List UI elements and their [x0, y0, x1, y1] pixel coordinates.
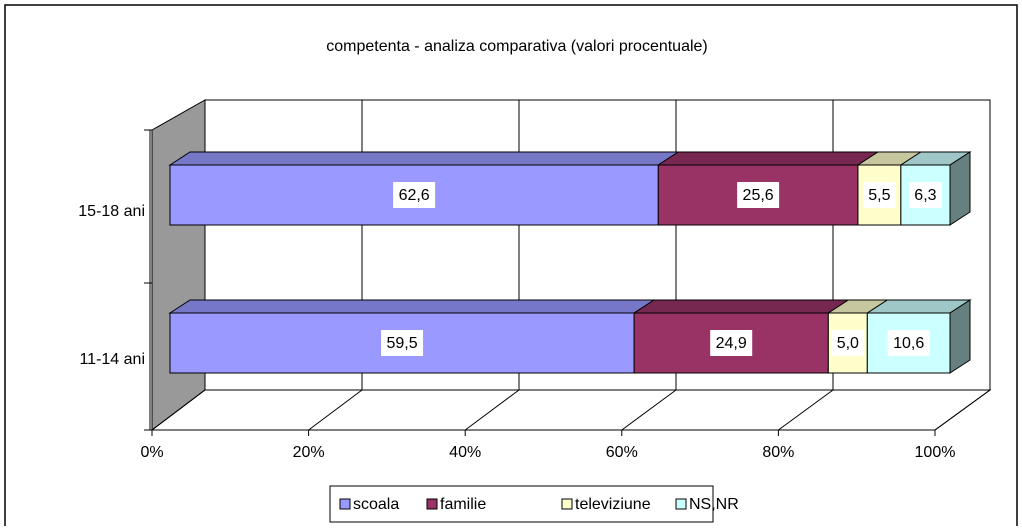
bar-side — [949, 151, 971, 226]
legend-label: scoala — [353, 496, 399, 513]
legend-swatch — [561, 498, 573, 510]
value-label-box — [381, 330, 424, 356]
bar-top — [632, 299, 851, 314]
floor-grid-line — [621, 389, 677, 431]
legend-label: familie — [440, 496, 486, 513]
floor-grid-line — [308, 389, 363, 431]
legend-label: NS,NR — [689, 496, 739, 513]
bar-top — [168, 151, 680, 166]
value-label-box — [710, 330, 753, 356]
x-tick-label: 40% — [449, 444, 481, 461]
value-label: 10,6 — [893, 335, 924, 352]
floor-grid-line — [151, 389, 206, 431]
x-tick-label: 100% — [915, 444, 956, 461]
floor — [150, 389, 992, 431]
value-label-box — [887, 330, 930, 356]
value-label: 6,3 — [914, 187, 936, 204]
legend-label: televiziune — [575, 496, 651, 513]
y-tick-label: 15-18 ani — [78, 203, 145, 220]
x-tick-label: 20% — [293, 444, 325, 461]
value-label-box — [831, 330, 865, 356]
legend — [329, 485, 714, 523]
bar-top — [656, 151, 880, 166]
floor-grid-line — [464, 389, 520, 431]
floor-grid-line — [934, 389, 991, 431]
value-label: 59,5 — [386, 335, 417, 352]
legend-swatch — [339, 498, 351, 510]
value-label-box — [862, 182, 896, 208]
value-label: 24,9 — [716, 335, 747, 352]
floor-grid-line — [778, 389, 834, 431]
x-tick-label: 0% — [140, 444, 163, 461]
bar-top — [168, 299, 656, 314]
legend-swatch — [675, 498, 687, 510]
chart-title: competenta - analiza comparativa (valori… — [326, 38, 708, 55]
value-label-box — [908, 182, 942, 208]
value-label: 5,0 — [837, 335, 859, 352]
y-tick-label: 11-14 ani — [79, 351, 145, 368]
bar-side — [949, 299, 971, 374]
value-label: 25,6 — [743, 187, 774, 204]
value-label-box — [737, 182, 780, 208]
side-wall — [151, 99, 206, 432]
value-label-box — [393, 182, 436, 208]
legend-swatch — [426, 498, 438, 510]
value-label: 5,5 — [868, 187, 890, 204]
x-tick-label: 60% — [606, 444, 638, 461]
value-label: 62,6 — [399, 187, 430, 204]
x-tick-label: 80% — [762, 444, 794, 461]
